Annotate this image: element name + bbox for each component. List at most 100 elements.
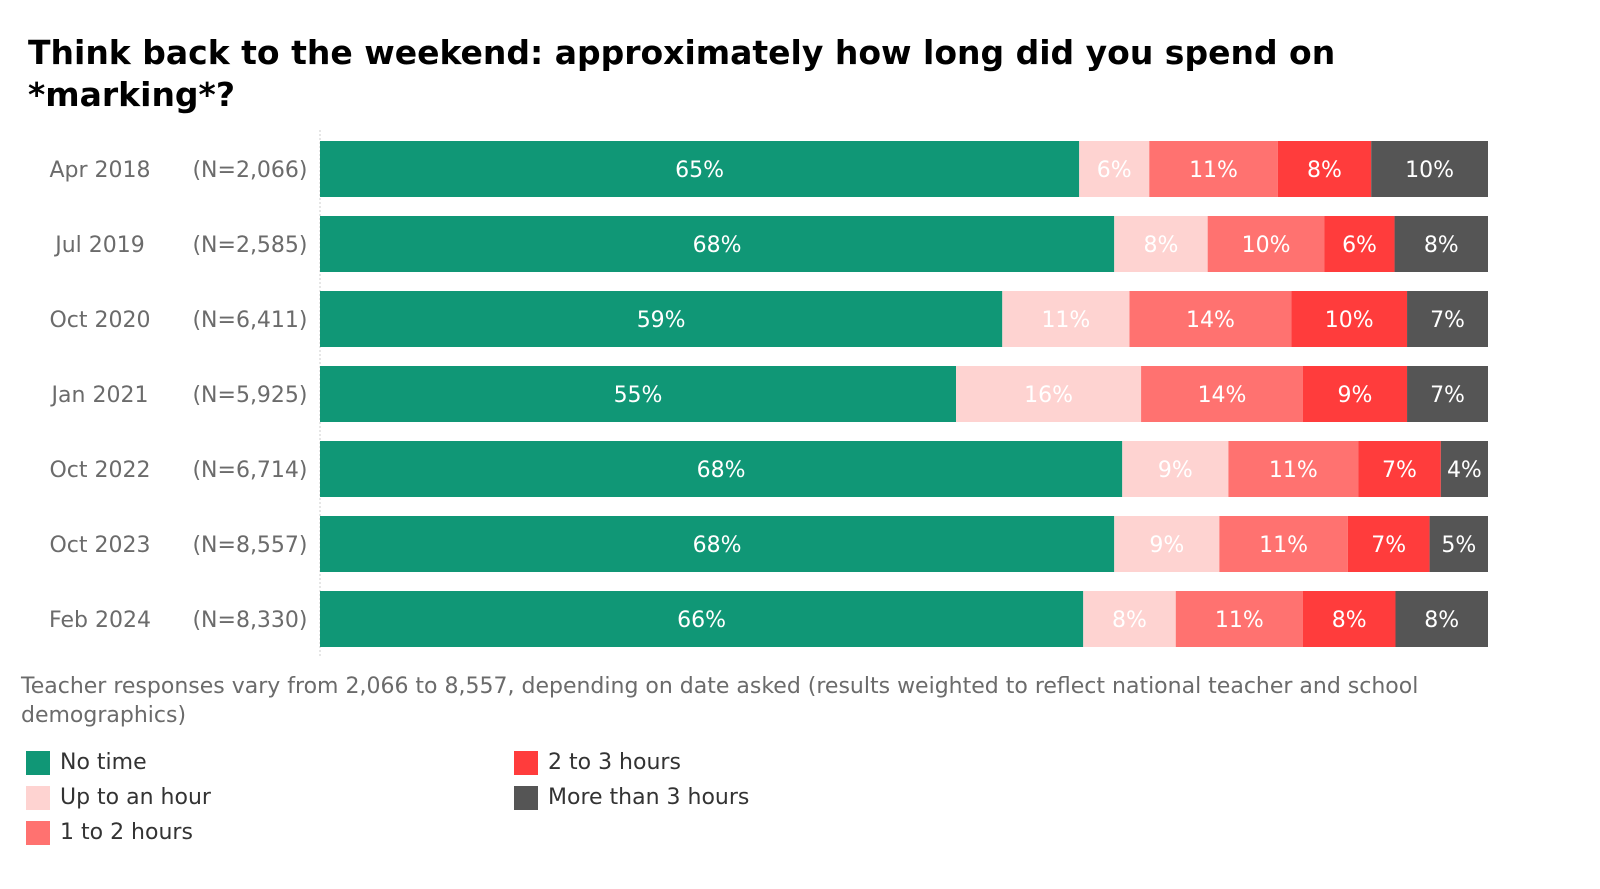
legend-label: 1 to 2 hours (60, 820, 193, 845)
bar-segment (1114, 216, 1208, 272)
legend-label: More than 3 hours (548, 785, 750, 810)
bar-segment (320, 141, 1080, 197)
legend-swatch (26, 820, 50, 845)
data-label: 16% (1024, 383, 1073, 408)
data-label: 11% (1041, 308, 1090, 333)
legend-label: 2 to 3 hours (548, 750, 681, 775)
bar-segment (1114, 516, 1220, 572)
data-label: 4% (1447, 458, 1482, 483)
data-label: 65% (675, 158, 724, 183)
bar-segment (1207, 216, 1325, 272)
bar-segment (320, 516, 1115, 572)
bar-segment (1175, 591, 1303, 647)
bar-segment (1358, 441, 1441, 497)
bar-segment (1083, 591, 1176, 647)
bar-segment (1302, 591, 1396, 647)
data-label: 14% (1198, 383, 1247, 408)
sample-size-label: (N=6,411) (192, 308, 307, 333)
data-label: 10% (1325, 308, 1374, 333)
bar-segment (320, 591, 1084, 647)
category-label: Feb 2024 (49, 608, 151, 633)
legend-item: More than 3 hours (514, 785, 749, 810)
data-label: 7% (1430, 308, 1465, 333)
bar-segment (1141, 366, 1303, 422)
bar-segment (320, 441, 1123, 497)
sample-size-label: (N=2,066) (192, 158, 307, 183)
legend-swatch (514, 785, 538, 810)
data-label: 68% (693, 533, 742, 558)
bar-segment (1122, 441, 1229, 497)
footnote: Teacher responses vary from 2,066 to 8,5… (21, 674, 1419, 728)
data-label: 9% (1158, 458, 1193, 483)
bar-segment (1129, 291, 1292, 347)
bar-segment (1277, 141, 1372, 197)
data-label: 8% (1112, 608, 1147, 633)
legend-item: Up to an hour (26, 785, 211, 810)
chart-title: Think back to the weekend: approximately… (28, 33, 1336, 114)
data-label: 10% (1242, 233, 1291, 258)
legend-item: 2 to 3 hours (514, 750, 681, 775)
data-label: 9% (1149, 533, 1184, 558)
bar-segment (1219, 516, 1348, 572)
data-label: 10% (1405, 158, 1454, 183)
data-label: 14% (1186, 308, 1235, 333)
bar-segment (1324, 216, 1395, 272)
bar-segment (1291, 291, 1408, 347)
sample-size-label: (N=6,714) (192, 458, 307, 483)
data-label: 6% (1097, 158, 1132, 183)
data-label: 6% (1342, 233, 1377, 258)
bar-segment (956, 366, 1142, 422)
bar-segment (1002, 291, 1130, 347)
bar-segment (1440, 441, 1488, 497)
legend-label: Up to an hour (60, 785, 211, 810)
bar-segment (1394, 216, 1488, 272)
data-label: 66% (677, 608, 726, 633)
data-label: 11% (1259, 533, 1308, 558)
bar-segment (1407, 366, 1488, 422)
data-label: 8% (1424, 233, 1459, 258)
bar-segment (320, 216, 1115, 272)
legend-item: 1 to 2 hours (26, 820, 193, 845)
legend-swatch (514, 750, 538, 775)
category-label: Apr 2018 (49, 158, 150, 183)
bar-segment (1395, 591, 1488, 647)
data-label: 68% (693, 233, 742, 258)
data-label: 5% (1441, 533, 1476, 558)
data-label: 11% (1189, 158, 1238, 183)
data-label: 11% (1215, 608, 1264, 633)
data-label: 8% (1144, 233, 1179, 258)
sample-size-label: (N=8,557) (192, 533, 307, 558)
data-label: 8% (1307, 158, 1342, 183)
sample-size-label: (N=2,585) (192, 233, 307, 258)
legend-label: No time (60, 750, 147, 775)
data-label: 55% (614, 383, 663, 408)
data-label: 59% (637, 308, 686, 333)
sample-size-label: (N=5,925) (192, 383, 307, 408)
data-label: 11% (1269, 458, 1318, 483)
bar-segment (1347, 516, 1430, 572)
bar-segment (320, 366, 957, 422)
data-label: 7% (1371, 533, 1406, 558)
category-label: Oct 2023 (49, 533, 150, 558)
legend-swatch (26, 785, 50, 810)
data-label: 8% (1332, 608, 1367, 633)
legend-swatch (26, 750, 50, 775)
legend-item: No time (26, 750, 147, 775)
data-label: 7% (1430, 383, 1465, 408)
data-label: 7% (1382, 458, 1417, 483)
bar-segment (1079, 141, 1150, 197)
category-label: Oct 2020 (49, 308, 150, 333)
category-label: Oct 2022 (49, 458, 150, 483)
bar-segment (1371, 141, 1488, 197)
stacked-bar-chart: Apr 2018 (N=2,066) 65% 6% 11% 8% 10% Jul 2019 (N… (49, 130, 1488, 656)
data-label: 9% (1338, 383, 1373, 408)
bar-segment (1228, 441, 1359, 497)
sample-size-label: (N=8,330) (192, 608, 307, 633)
bar-segment (1429, 516, 1488, 572)
data-label: 68% (697, 458, 746, 483)
bar-segment (1407, 291, 1488, 347)
category-label: Jan 2021 (50, 383, 149, 408)
data-label: 8% (1424, 608, 1459, 633)
bar-segment (320, 291, 1003, 347)
category-label: Jul 2019 (53, 233, 145, 258)
